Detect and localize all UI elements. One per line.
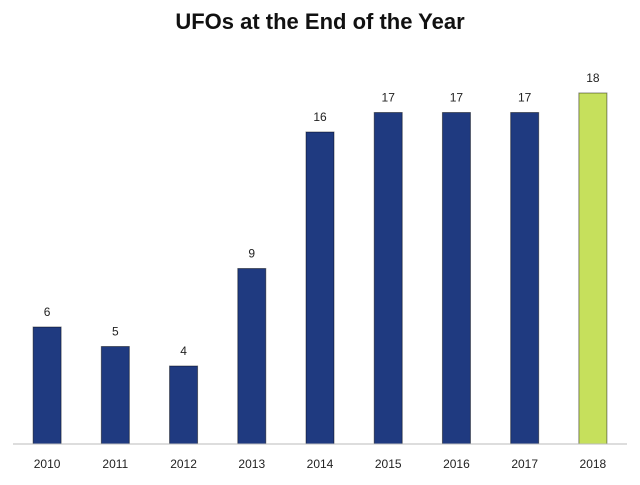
data-label: 18: [586, 71, 600, 85]
bar: [305, 131, 335, 445]
data-label: 16: [313, 110, 327, 124]
data-label: 4: [180, 344, 187, 358]
bar: [100, 346, 130, 445]
bar: [169, 365, 199, 445]
bar: [373, 112, 403, 445]
bar: [237, 268, 267, 445]
x-tick-label: 2013: [238, 457, 265, 471]
x-tick-label: 2017: [511, 457, 538, 471]
x-tick-label: 2018: [580, 457, 607, 471]
x-tick-label: 2012: [170, 457, 197, 471]
data-label: 17: [382, 91, 396, 105]
x-tick-label: 2015: [375, 457, 402, 471]
data-label: 17: [450, 91, 464, 105]
bar: [578, 92, 608, 445]
bar: [32, 326, 62, 445]
x-tick-label: 2010: [34, 457, 61, 471]
x-tick-label: 2016: [443, 457, 470, 471]
bar: [441, 112, 471, 445]
chart-title: UFOs at the End of the Year: [175, 9, 465, 34]
data-label: 6: [44, 305, 51, 319]
x-tick-label: 2011: [102, 457, 128, 471]
bar: [510, 112, 540, 445]
data-label: 17: [518, 91, 532, 105]
x-tick-label: 2014: [307, 457, 334, 471]
data-label: 5: [112, 325, 119, 339]
data-label: 9: [248, 247, 255, 261]
